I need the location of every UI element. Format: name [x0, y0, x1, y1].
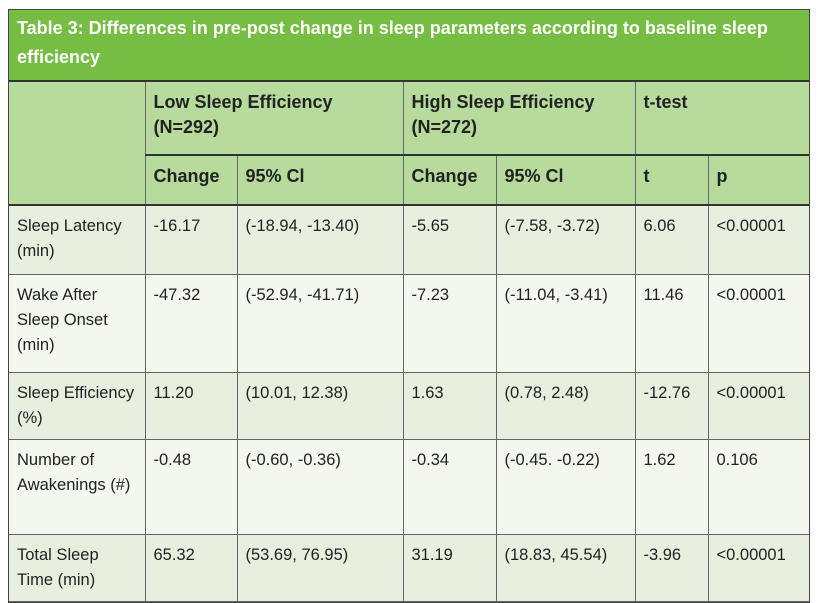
- table-cell: -5.65: [402, 204, 497, 275]
- table-cell: 1.62: [634, 439, 709, 535]
- data-table: Low Sleep Efficiency (N=292) High Sleep …: [9, 82, 809, 602]
- table-cell: -3.96: [634, 534, 709, 602]
- table-cell: (53.69, 76.95): [236, 534, 404, 602]
- table-cell: -7.23: [402, 274, 497, 373]
- subheader: Change: [145, 154, 238, 206]
- table-cell: (-11.04, -3.41): [495, 274, 636, 373]
- group-header-ttest: t-test: [634, 82, 809, 156]
- row-label: Sleep Efficiency (%): [9, 372, 146, 440]
- subheader: 95% Cl: [495, 154, 636, 206]
- table-cell: (10.01, 12.38): [236, 372, 404, 440]
- group-header-row: Low Sleep Efficiency (N=292) High Sleep …: [9, 82, 809, 206]
- subheader: 95% Cl: [236, 154, 404, 206]
- subheader: p: [707, 154, 809, 206]
- table-cell: -47.32: [144, 274, 238, 373]
- table-cell: (18.83, 45.54): [495, 534, 636, 602]
- table-cell: (-52.94, -41.71): [236, 274, 404, 373]
- row-label: Wake After Sleep Onset (min): [9, 274, 146, 373]
- table-cell: (0.78, 2.48): [495, 372, 636, 440]
- table-cell: 6.06: [634, 204, 709, 275]
- table-cell: -16.17: [144, 204, 238, 275]
- table-cell: -0.48: [144, 439, 238, 535]
- table-cell: -0.34: [402, 439, 497, 535]
- table-cell: <0.00001: [707, 534, 809, 602]
- table-cell: -12.76: [634, 372, 709, 440]
- row-label: Number of Awakenings (#): [9, 439, 146, 535]
- table-cell: <0.00001: [707, 372, 809, 440]
- row-label: Sleep Latency (min): [9, 204, 146, 275]
- table-cell: (-0.45. -0.22): [495, 439, 636, 535]
- table-cell: 11.20: [144, 372, 238, 440]
- table-cell: 1.63: [402, 372, 497, 440]
- subheader: t: [634, 154, 709, 206]
- table-cell: <0.00001: [707, 274, 809, 373]
- empty-header-cell: [9, 82, 146, 206]
- subheader: Change: [402, 154, 497, 206]
- row-label: Total Sleep Time (min): [9, 534, 146, 602]
- table-row: Total Sleep Time (min) 65.32 (53.69, 76.95…: [9, 534, 809, 602]
- table-cell: 11.46: [634, 274, 709, 373]
- table-cell: 31.19: [402, 534, 497, 602]
- table-cell: (-0.60, -0.36): [236, 439, 404, 535]
- table-row: Wake After Sleep Onset (min) -47.32 (-52.9…: [9, 274, 809, 373]
- table-row: Number of Awakenings (#) -0.48 (-0.60, -0.…: [9, 439, 809, 535]
- group-header-high: High Sleep Efficiency (N=272): [402, 82, 636, 156]
- table-cell: 0.106: [707, 439, 809, 535]
- table-cell: <0.00001: [707, 204, 809, 275]
- table-cell: (-7.58, -3.72): [495, 204, 636, 275]
- subheader-row: Change 95% Cl Change 95% Cl t p: [9, 154, 809, 206]
- table-cell: 65.32: [144, 534, 238, 602]
- table-row: Sleep Efficiency (%) 11.20 (10.01, 12.38) 1…: [9, 372, 809, 440]
- sleep-table: Table 3: Differences in pre-post change …: [8, 9, 810, 603]
- table-row: Sleep Latency (min) -16.17 (-18.94, -13.40…: [9, 204, 809, 275]
- table-title: Table 3: Differences in pre-post change …: [9, 10, 809, 82]
- group-header-low: Low Sleep Efficiency (N=292): [144, 82, 404, 156]
- table-cell: (-18.94, -13.40): [236, 204, 404, 275]
